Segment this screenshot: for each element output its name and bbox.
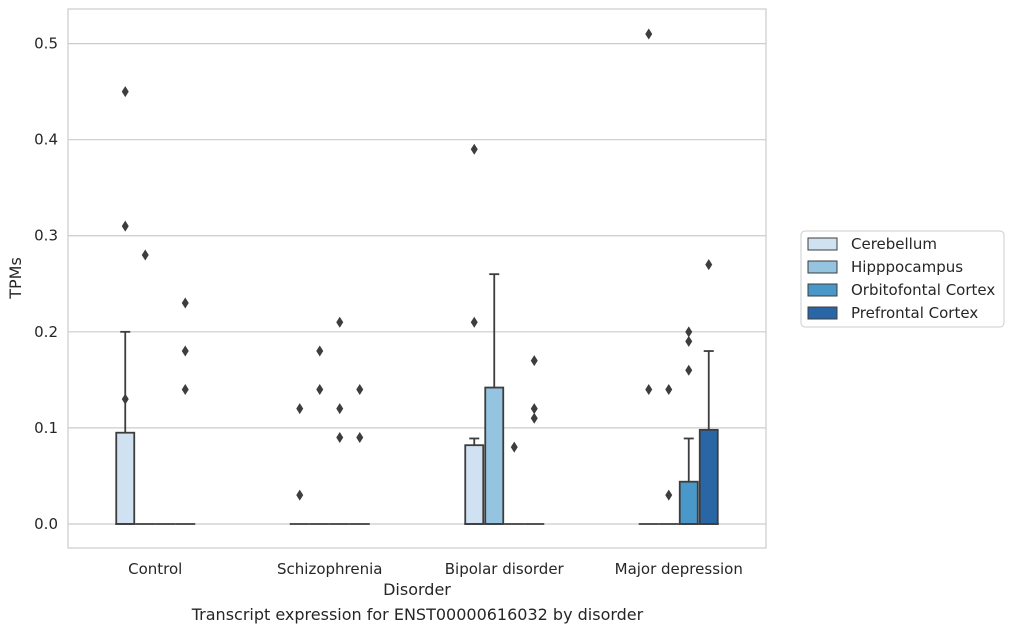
legend-label: Prefrontal Cortex [851, 304, 978, 322]
outlier-point [336, 403, 344, 415]
outlier-point [356, 383, 364, 395]
y-ticks: 0.0 0.1 0.2 0.3 0.4 0.5 [34, 35, 58, 533]
outlier-point [121, 393, 129, 405]
outlier-point [645, 28, 653, 40]
x-tick-label: Control [128, 560, 182, 578]
x-tick-label: Major depression [615, 560, 743, 578]
x-axis-label: Disorder [383, 580, 451, 599]
box-hipppocampus-0 [135, 249, 156, 525]
outlier-point [336, 316, 344, 328]
outlier-point [181, 345, 189, 357]
box-body [464, 444, 485, 525]
y-tick-label: 0.1 [34, 419, 58, 437]
outlier-point [665, 489, 673, 501]
outlier-point [141, 249, 149, 261]
grid [68, 42, 766, 525]
outlier-point [685, 326, 693, 338]
x-tick-label: Schizophrenia [277, 560, 382, 578]
box-prefrontal-cortex-0 [175, 297, 196, 525]
x-ticks: Control Schizophrenia Bipolar disorder Majo… [128, 560, 743, 578]
outlier-point [470, 316, 478, 328]
box-prefrontal-cortex-1 [349, 383, 370, 525]
outlier-point [181, 383, 189, 395]
plot-frame [67, 8, 767, 549]
outlier-point [296, 403, 304, 415]
outlier-point [705, 259, 713, 271]
chart-caption: Transcript expression for ENST0000061603… [191, 605, 644, 624]
box-orbitofontal-cortex-1 [329, 316, 350, 525]
box-body [115, 431, 136, 525]
box-hipppocampus-3 [658, 383, 679, 525]
legend-items: Cerebellum Hipppocampus Orbitofontal Corte… [807, 235, 995, 322]
box-cerebellum-2 [464, 143, 485, 525]
outlier-point [296, 489, 304, 501]
box-prefrontal-cortex-3 [698, 259, 719, 525]
outlier-point [470, 143, 478, 155]
y-tick-label: 0.3 [34, 227, 58, 245]
outlier-point [356, 432, 364, 444]
box-cerebellum-0 [115, 86, 136, 525]
box-cerebellum-3 [638, 28, 659, 525]
boxes [115, 28, 719, 525]
box-orbitofontal-cortex-2 [504, 441, 525, 525]
outlier-point [665, 383, 673, 395]
y-axis-label: TPMs [6, 257, 25, 300]
outlier-point [181, 297, 189, 309]
x-tick-label: Bipolar disorder [445, 560, 565, 578]
box-cerebellum-1 [289, 403, 310, 525]
box-orbitofontal-cortex-3 [678, 326, 699, 525]
legend-label: Orbitofontal Cortex [851, 281, 995, 299]
box-hipppocampus-1 [309, 345, 330, 525]
legend-frame [800, 230, 1005, 328]
outlier-point [645, 383, 653, 395]
outlier-point [530, 412, 538, 424]
legend-label: Cerebellum [851, 235, 937, 253]
box-prefrontal-cortex-2 [524, 355, 545, 525]
y-tick-label: 0.4 [34, 131, 58, 149]
outlier-point [336, 432, 344, 444]
legend-swatch [807, 306, 838, 320]
outlier-point [316, 345, 324, 357]
box-body [698, 428, 719, 525]
y-tick-label: 0.2 [34, 323, 58, 341]
legend-label: Hipppocampus [851, 258, 963, 276]
y-tick-label: 0.0 [34, 515, 58, 533]
box-body [678, 480, 699, 525]
outlier-point [685, 364, 693, 376]
legend-swatch [807, 260, 838, 274]
outlier-point [121, 86, 129, 98]
outlier-point [530, 355, 538, 367]
outlier-point [510, 441, 518, 453]
y-tick-label: 0.5 [34, 35, 58, 53]
box-body [484, 386, 505, 525]
outlier-point [685, 335, 693, 347]
box-hipppocampus-2 [484, 273, 505, 525]
outlier-point [316, 383, 324, 395]
outlier-point [530, 403, 538, 415]
outlier-point [121, 220, 129, 232]
legend: Cerebellum Hipppocampus Orbitofontal Corte… [800, 230, 1005, 328]
legend-swatch [807, 283, 838, 297]
legend-swatch [807, 237, 838, 251]
